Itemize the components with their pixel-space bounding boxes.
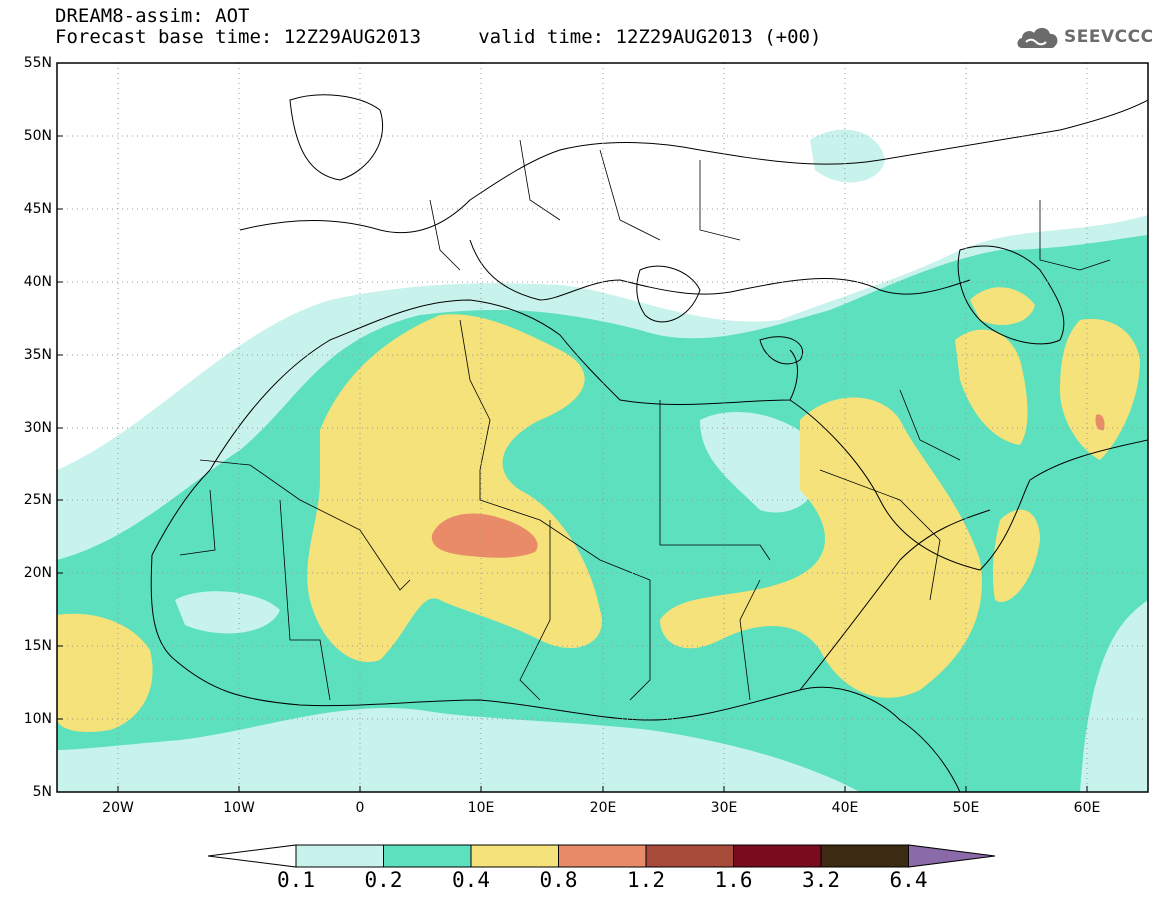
- colorbar-label: 1.6: [714, 868, 753, 892]
- coastlines: [150, 94, 1148, 792]
- lon-label-20e: 20E: [589, 800, 617, 816]
- aot-contour-0.4-iran: [1060, 319, 1140, 460]
- logo-text: SEEVCCC: [1064, 27, 1154, 47]
- lon-label-40e: 40E: [831, 800, 859, 816]
- colorbar-label: 3.2: [802, 868, 840, 892]
- lat-label-45n: 45N: [23, 201, 52, 217]
- lat-label-50n: 50N: [23, 128, 52, 144]
- lat-label-10n: 10N: [23, 711, 52, 727]
- lon-label-10e: 10E: [467, 800, 495, 816]
- aot-contour-0.4-caspian: [970, 287, 1035, 325]
- aot-contour-0.4-persia: [955, 329, 1028, 445]
- aot-contour-0.8-iran: [1095, 414, 1105, 431]
- lat-label-5n: 5N: [32, 784, 52, 800]
- cloud-logo-icon: [1017, 27, 1058, 48]
- aot-contour-0.1-north: [810, 129, 885, 183]
- lon-label-50e: 50E: [952, 800, 980, 816]
- map-title: DREAM8-assim: AOT: [55, 5, 250, 27]
- aot-contour-0.4-west: [57, 613, 153, 732]
- colorbar-label: 0.8: [539, 868, 578, 892]
- map-grid: [57, 63, 1148, 792]
- colorbar-label: 0.4: [452, 868, 490, 892]
- lat-label-15n: 15N: [23, 638, 52, 654]
- colorbar-label: 0.2: [364, 868, 403, 892]
- lat-label-55n: 55N: [23, 55, 52, 71]
- lat-label-35n: 35N: [23, 347, 52, 363]
- colorbar-label: 1.2: [627, 868, 665, 892]
- lat-label-20n: 20N: [23, 565, 52, 581]
- aot-contour-0.1-inner2: [700, 411, 822, 513]
- country-borders: [179, 139, 1111, 701]
- colorbar-label: 0.1: [277, 868, 315, 892]
- lon-label-60e: 60E: [1073, 800, 1101, 816]
- aot-contour-0.4-sahara: [307, 314, 602, 662]
- lon-label-10w: 10W: [223, 800, 255, 816]
- colorbar-label: 6.4: [889, 868, 928, 892]
- lon-label-0: 0: [355, 800, 365, 816]
- lat-label-25n: 25N: [23, 492, 52, 508]
- lon-label-30e: 30E: [710, 800, 738, 816]
- forecast-time-subtitle: Forecast base time: 12Z29AUG2013 valid t…: [55, 26, 822, 48]
- lat-label-40n: 40N: [23, 274, 52, 290]
- lon-label-20w: 20W: [102, 800, 134, 816]
- aot-contour-0.8: [431, 513, 538, 558]
- lat-label-30n: 30N: [23, 420, 52, 436]
- aot-contour-0.4-oman: [992, 509, 1040, 602]
- aot-contour-0.1-inner: [175, 591, 280, 634]
